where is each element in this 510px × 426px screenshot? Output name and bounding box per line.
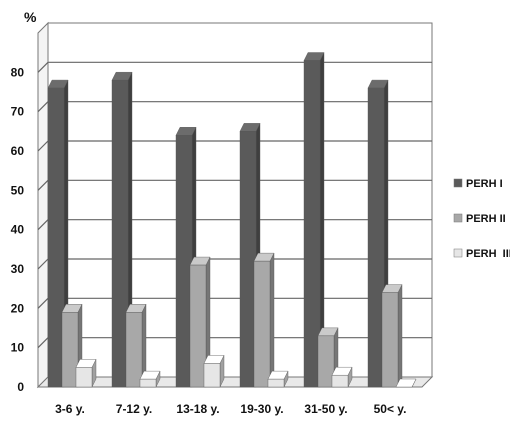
x-tick-label: 3-6 y.: [55, 402, 85, 416]
y-tick-labels: 0 10 20 30 40 50 60 70 80: [11, 65, 25, 394]
bar: [61, 304, 83, 388]
gridline: [37, 258, 49, 270]
bar: [125, 304, 147, 388]
bar-front: [125, 312, 143, 388]
gridline: [37, 179, 49, 191]
bar-front: [303, 60, 321, 388]
y-tick-label: 80: [11, 65, 25, 79]
y-tick-label: 60: [11, 144, 25, 158]
legend-label: PERH III: [466, 248, 510, 260]
legend: PERH I PERH II PERH III: [453, 178, 510, 260]
legend-swatch: [453, 248, 463, 258]
y-tick-label: 30: [11, 262, 25, 276]
bar-top: [395, 378, 417, 388]
x-tick-labels: 3-6 y. 7-12 y. 13-18 y. 19-30 y. 31-50 y. 50<…: [55, 402, 406, 416]
legend-label: PERH I: [466, 178, 503, 190]
bar-front: [331, 375, 349, 388]
bar-front: [239, 131, 257, 388]
bar: [203, 355, 225, 388]
x-tick-label: 13-18 y.: [176, 402, 219, 416]
bar-front: [203, 363, 221, 388]
y-tick-label: 10: [11, 341, 25, 355]
bar: [381, 284, 403, 388]
legend-swatch: [453, 213, 463, 223]
bar-front: [139, 378, 157, 388]
y-tick-label: 20: [11, 301, 25, 315]
bar: [267, 370, 289, 388]
legend-label: PERH II: [466, 213, 506, 225]
bar-front: [381, 292, 399, 388]
bar-front: [267, 378, 285, 388]
gridline: [37, 101, 49, 113]
gridline: [37, 219, 49, 231]
bar-side: [397, 284, 403, 388]
y-tick-label: 0: [17, 380, 24, 394]
y-axis-label: %: [24, 9, 37, 25]
y-tick-label: 40: [11, 223, 25, 237]
gridline: [37, 337, 49, 349]
bar-front: [47, 87, 65, 388]
bar-front: [175, 135, 193, 388]
bar-front: [253, 260, 271, 388]
y-tick-label: 70: [11, 105, 25, 119]
x-tick-label: 50< y.: [374, 402, 407, 416]
bar: [395, 378, 417, 388]
bar-front: [367, 87, 385, 388]
gridline: [37, 140, 49, 152]
bar: [139, 370, 161, 388]
bar-side: [269, 253, 275, 388]
bar-front: [75, 367, 93, 388]
gridline: [37, 61, 49, 73]
x-tick-label: 19-30 y.: [240, 402, 283, 416]
bar: [331, 367, 353, 388]
gridline: [37, 297, 49, 309]
bars: [47, 52, 417, 388]
y-tick-label: 50: [11, 183, 25, 197]
bar: [253, 252, 275, 388]
bar: [75, 359, 97, 388]
x-tick-label: 31-50 y.: [304, 402, 347, 416]
bar: [189, 256, 211, 388]
x-tick-label: 7-12 y.: [116, 402, 152, 416]
bar-front: [61, 312, 79, 388]
bar-front: [317, 335, 335, 388]
bar-front: [189, 264, 207, 388]
side-wall: [37, 21, 49, 389]
bar-front: [111, 79, 129, 388]
legend-swatch: [453, 178, 463, 188]
